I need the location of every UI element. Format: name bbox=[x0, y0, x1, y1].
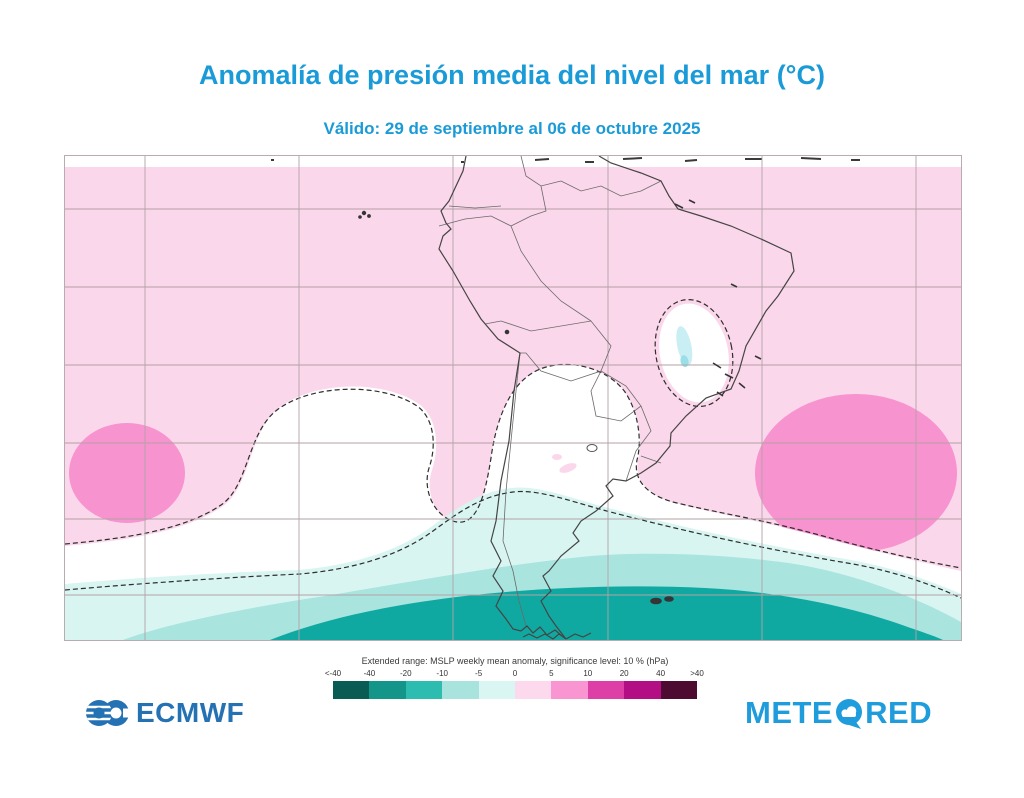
legend-tick-row: <-40 -40 -20 -10 -5 0 5 10 20 40 >40 bbox=[325, 669, 704, 680]
colorbar-tick: 40 bbox=[656, 669, 666, 678]
colorbar-tick: -5 bbox=[475, 669, 483, 678]
colorbar-segment bbox=[369, 681, 406, 699]
colorbar-segment bbox=[333, 681, 370, 699]
colorbar-segment bbox=[660, 681, 698, 699]
colorbar-tick: <-40 bbox=[324, 669, 342, 678]
colorbar-segment bbox=[551, 681, 588, 699]
meteored-wordmark-right: RED bbox=[865, 695, 933, 730]
ecmwf-logo-icon bbox=[86, 700, 131, 726]
legend-colorbar bbox=[333, 681, 698, 699]
colorbar-segment bbox=[478, 681, 516, 699]
anomaly-map-figure bbox=[64, 155, 962, 641]
map-top-strip bbox=[65, 156, 961, 167]
negative-strong-blob bbox=[270, 586, 943, 640]
islands-and-lakes bbox=[358, 199, 762, 605]
colorbar-tick: >40 bbox=[690, 669, 704, 678]
colorbar-tick: -20 bbox=[400, 669, 412, 678]
strong-positive-blob-atlantic bbox=[755, 394, 957, 552]
legend: Extended range: MSLP weekly mean anomaly… bbox=[325, 656, 704, 699]
coastline bbox=[438, 155, 795, 640]
meteored-wordmark-left: METE bbox=[745, 695, 834, 730]
country-borders bbox=[438, 155, 662, 627]
colorbar-tick: 20 bbox=[619, 669, 629, 678]
strong-positive-blob-pacific bbox=[69, 423, 185, 523]
colorbar-tick: 5 bbox=[549, 669, 554, 678]
brazil-nonsignificant-oval bbox=[654, 298, 734, 408]
colorbar-segment bbox=[624, 681, 661, 699]
anomaly-map bbox=[64, 155, 962, 640]
meteored-logo: METE RED bbox=[745, 695, 932, 731]
graticule bbox=[65, 156, 961, 640]
ecmwf-logo: ECMWF bbox=[85, 696, 244, 730]
colorbar-tick: -40 bbox=[363, 669, 376, 678]
meteored-bubble-icon bbox=[836, 699, 863, 729]
colorbar-segment bbox=[442, 681, 479, 699]
colorbar-segment bbox=[405, 681, 443, 699]
colorbar-tick: -10 bbox=[436, 669, 448, 678]
valid-period-subtitle: Válido: 29 de septiembre al 06 de octubr… bbox=[323, 119, 701, 138]
colorbar-segment bbox=[515, 681, 552, 699]
page-title: Anomalía de presión media del nivel del … bbox=[199, 60, 825, 90]
colorbar-segment bbox=[587, 681, 625, 699]
colorbar-tick: 10 bbox=[583, 669, 593, 678]
colorbar-tick: 0 bbox=[512, 669, 518, 678]
top-edge-coast-fragments bbox=[271, 157, 860, 163]
legend-caption: Extended range: MSLP weekly mean anomaly… bbox=[361, 656, 669, 666]
ecmwf-wordmark: ECMWF bbox=[136, 697, 245, 728]
small-positive-spots bbox=[552, 444, 598, 473]
significance-contours bbox=[64, 363, 962, 599]
